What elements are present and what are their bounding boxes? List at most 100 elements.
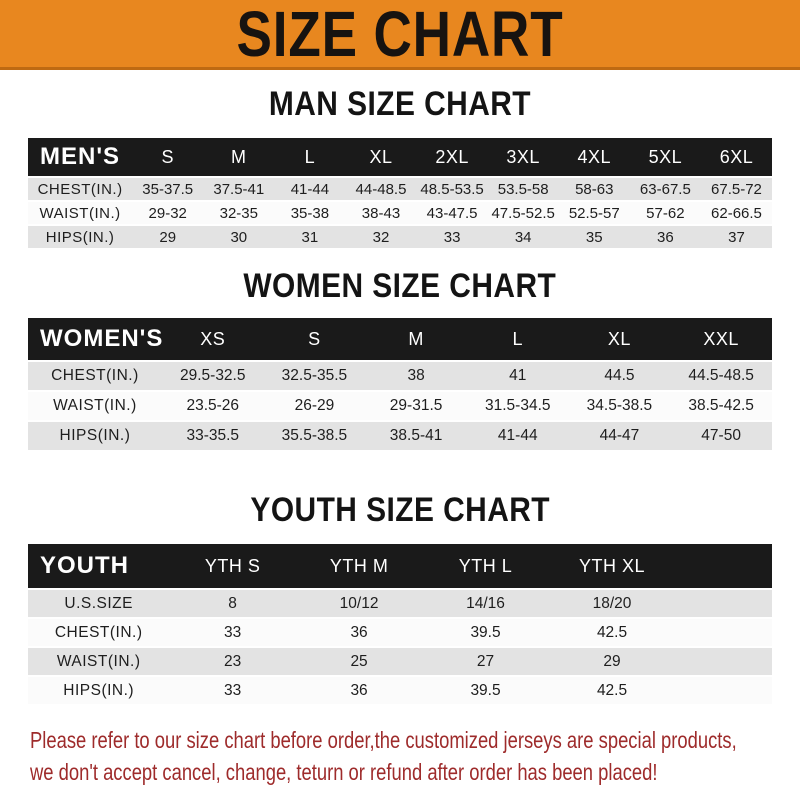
youth-size-table: YOUTH YTH S YTH M YTH L YTH XL U.S.SIZE 8 10/12… (28, 542, 772, 706)
row-label: CHEST(IN.) (28, 619, 170, 646)
column-header: M (365, 318, 467, 360)
table-cell: 33-35.5 (161, 422, 264, 450)
table-row: WAIST(IN.) 23 25 27 29 (28, 648, 772, 675)
section-women: WOMEN SIZE CHART WOMEN'S XS S M L XL XXL CHEST(… (0, 266, 800, 452)
row-label: WAIST(IN.) (28, 392, 162, 420)
size-chart-banner: SIZE CHART (0, 0, 800, 70)
table-row: U.S.SIZE 8 10/12 14/16 18/20 (28, 590, 772, 617)
column-header: S (263, 318, 366, 360)
column-header: L (274, 138, 346, 176)
table-cell: 42.5 (548, 619, 676, 646)
banner-title: SIZE CHART (236, 0, 564, 70)
table-header-row: MEN'S S M L XL 2XL 3XL 4XL 5XL 6XL (28, 138, 772, 176)
men-section-heading: MAN SIZE CHART (0, 84, 800, 124)
table-cell: 39.5 (422, 677, 549, 704)
table-cell: 41 (466, 362, 569, 390)
table-cell: 29 (548, 648, 676, 675)
table-header-row: YOUTH YTH S YTH M YTH L YTH XL (28, 544, 772, 588)
table-cell: 29-32 (132, 202, 204, 224)
table-header-label: MEN'S (28, 138, 133, 176)
table-cell: 31 (274, 226, 346, 248)
empty-cell (675, 619, 772, 646)
table-cell: 29-31.5 (365, 392, 467, 420)
column-header: 4XL (558, 138, 630, 176)
table-cell: 37.5-41 (203, 178, 275, 200)
table-cell: 32-35 (203, 202, 275, 224)
table-header-row: WOMEN'S XS S M L XL XXL (28, 318, 772, 360)
womens-size-table: WOMEN'S XS S M L XL XXL CHEST(IN.) 29.5-32.5 32.5… (28, 316, 772, 452)
table-cell: 36 (295, 619, 423, 646)
table-row: CHEST(IN.) 33 36 39.5 42.5 (28, 619, 772, 646)
column-header: YTH L (422, 544, 549, 588)
empty-cell (675, 590, 772, 617)
row-label: WAIST(IN.) (28, 648, 170, 675)
table-cell: 29 (132, 226, 204, 248)
table-header-label: WOMEN'S (28, 318, 162, 360)
table-cell: 31.5-34.5 (466, 392, 569, 420)
column-header: XL (568, 318, 671, 360)
table-cell: 44.5 (568, 362, 671, 390)
column-header: 6XL (700, 138, 772, 176)
men-heading-text: MAN SIZE CHART (268, 85, 532, 123)
youth-heading-text: YOUTH SIZE CHART (250, 491, 550, 529)
table-cell: 38.5-41 (365, 422, 467, 450)
table-cell: 35 (558, 226, 630, 248)
table-cell: 33 (416, 226, 488, 248)
table-cell: 67.5-72 (700, 178, 772, 200)
table-cell: 53.5-58 (487, 178, 559, 200)
row-label: CHEST(IN.) (28, 178, 133, 200)
section-men: MAN SIZE CHART MEN'S S M L XL 2XL 3XL 4XL 5XL 6XL… (0, 84, 800, 250)
table-cell: 41-44 (274, 178, 346, 200)
column-header: M (203, 138, 275, 176)
column-header: XS (161, 318, 264, 360)
youth-section-heading: YOUTH SIZE CHART (0, 490, 800, 530)
women-heading-text: WOMEN SIZE CHART (243, 267, 557, 305)
table-cell: 33 (169, 677, 296, 704)
table-cell: 8 (169, 590, 296, 617)
table-cell: 35-38 (274, 202, 346, 224)
table-cell: 27 (422, 648, 549, 675)
table-cell: 57-62 (629, 202, 701, 224)
table-cell: 25 (295, 648, 423, 675)
footer-note: Please refer to our size chart before or… (30, 724, 800, 788)
row-label: U.S.SIZE (28, 590, 170, 617)
footer-line-2: we don't accept cancel, change, teturn o… (30, 759, 658, 785)
column-header: 2XL (416, 138, 488, 176)
table-cell: 35-37.5 (132, 178, 204, 200)
column-header: YTH XL (548, 544, 676, 588)
table-row: HIPS(IN.) 33 36 39.5 42.5 (28, 677, 772, 704)
column-header: S (132, 138, 204, 176)
empty-header-cell (675, 544, 772, 588)
table-cell: 32 (345, 226, 417, 248)
table-cell: 30 (203, 226, 275, 248)
table-cell: 44.5-48.5 (670, 362, 772, 390)
table-header-label: YOUTH (28, 544, 170, 588)
table-cell: 52.5-57 (558, 202, 630, 224)
table-cell: 23.5-26 (161, 392, 264, 420)
table-cell: 41-44 (466, 422, 569, 450)
table-cell: 63-67.5 (629, 178, 701, 200)
table-cell: 18/20 (548, 590, 676, 617)
column-header: YTH S (169, 544, 296, 588)
table-row: WAIST(IN.) 29-32 32-35 35-38 38-43 43-47.5 47.… (28, 202, 772, 224)
table-cell: 62-66.5 (700, 202, 772, 224)
row-label: HIPS(IN.) (28, 422, 162, 450)
table-cell: 58-63 (558, 178, 630, 200)
table-cell: 47.5-52.5 (487, 202, 559, 224)
table-cell: 48.5-53.5 (416, 178, 488, 200)
table-cell: 39.5 (422, 619, 549, 646)
column-header: 3XL (487, 138, 559, 176)
table-cell: 36 (629, 226, 701, 248)
table-cell: 23 (169, 648, 296, 675)
table-cell: 33 (169, 619, 296, 646)
column-header: XL (345, 138, 417, 176)
column-header: YTH M (295, 544, 423, 588)
row-label: WAIST(IN.) (28, 202, 133, 224)
section-youth: YOUTH SIZE CHART YOUTH YTH S YTH M YTH L YTH… (0, 490, 800, 706)
empty-cell (675, 677, 772, 704)
table-cell: 43-47.5 (416, 202, 488, 224)
row-label: CHEST(IN.) (28, 362, 162, 390)
table-cell: 47-50 (670, 422, 772, 450)
women-section-heading: WOMEN SIZE CHART (0, 266, 800, 306)
